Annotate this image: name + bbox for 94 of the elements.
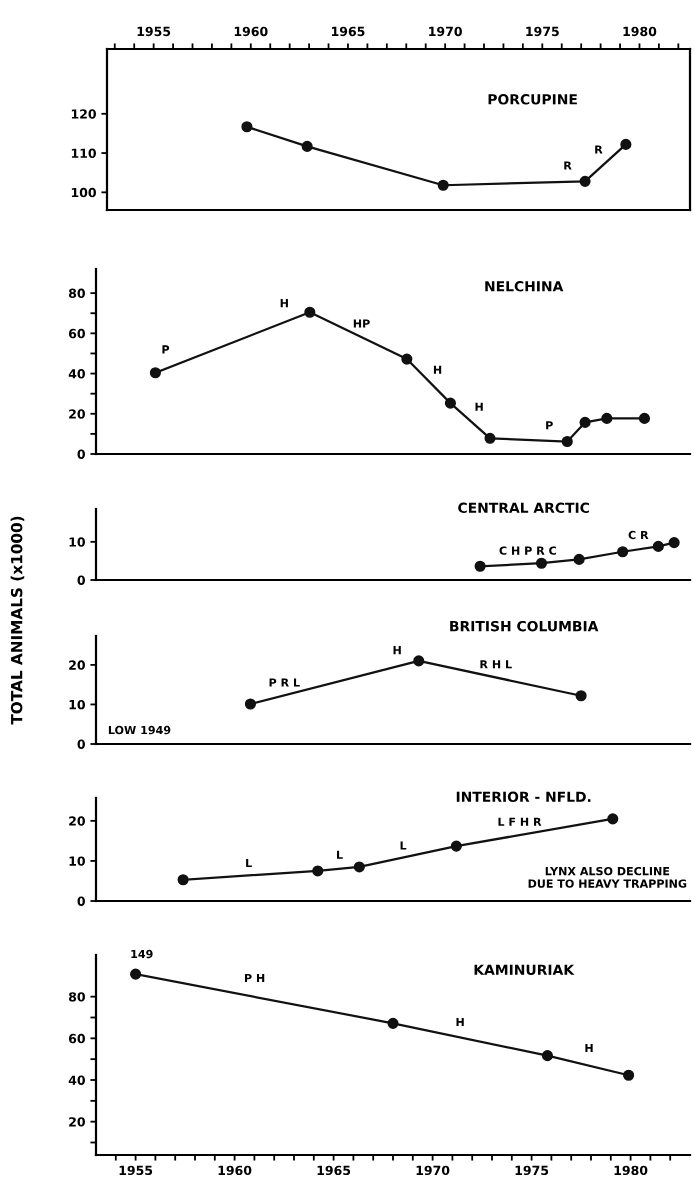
- y-axis-title: TOTAL ANIMALS (x1000): [10, 516, 25, 725]
- y-tick-label: 60: [68, 328, 85, 339]
- point: [413, 655, 425, 667]
- annotation: C H P R C: [499, 546, 557, 555]
- point: [244, 698, 256, 710]
- point: [130, 968, 142, 980]
- point: [561, 435, 573, 448]
- annotation: H: [475, 402, 483, 411]
- x-tick-label: 1960: [234, 26, 268, 37]
- chart-title: BRITISH COLUMBIA: [450, 620, 599, 632]
- point: [652, 540, 664, 552]
- annotation: H: [433, 365, 442, 374]
- point: [387, 1017, 399, 1029]
- annotation: 149: [131, 949, 153, 959]
- point: [573, 553, 585, 565]
- text: PORCUPINE: [488, 94, 577, 105]
- annotation: L F H R: [498, 817, 542, 826]
- point: [177, 874, 189, 886]
- chart-title: CENTRAL ARCTIC: [458, 502, 589, 514]
- annotation: R: [564, 161, 572, 170]
- x-tick-label: 1970: [416, 1165, 450, 1176]
- y-tick-label: 20: [69, 1117, 85, 1127]
- x-tick-label: 1955: [119, 1165, 153, 1176]
- annotation: C R: [628, 530, 649, 540]
- y-tick-label: 0: [77, 575, 85, 585]
- annotation: L: [337, 850, 343, 859]
- text: KAMINURIAK: [474, 964, 575, 976]
- annotation: H: [456, 1017, 464, 1027]
- x-tick-label: 1955: [137, 26, 171, 37]
- y-tick-label: 40: [68, 369, 85, 379]
- x-tick-label: 1975: [526, 26, 559, 37]
- annotation: HP: [353, 319, 370, 328]
- y-tick-label: 10: [69, 537, 85, 547]
- annotation: H: [585, 1043, 593, 1053]
- point: [617, 546, 629, 558]
- annotation: R: [595, 145, 603, 154]
- x-tick-label: 1965: [317, 1165, 351, 1176]
- annotation: P: [546, 421, 553, 430]
- y-tick-label: 10: [69, 699, 85, 710]
- annotation: H: [280, 299, 288, 308]
- point: [601, 412, 613, 424]
- y-tick-label: 20: [69, 660, 85, 670]
- y-tick-label: 40: [68, 1075, 85, 1085]
- point: [304, 306, 316, 318]
- point: [437, 179, 449, 191]
- point: [474, 560, 486, 572]
- chart-title: INTERIOR - NFLD.: [456, 791, 591, 803]
- y-tick-label: 20: [69, 409, 85, 419]
- y-tick-label: 20: [69, 816, 85, 826]
- point: [668, 537, 680, 549]
- point: [301, 140, 313, 152]
- y-tick-label: 0: [77, 449, 85, 459]
- point: [620, 138, 632, 150]
- point: [579, 416, 591, 428]
- annotation: P H: [244, 973, 265, 983]
- point: [623, 1069, 635, 1081]
- y-tick-label: 10: [69, 856, 85, 866]
- point: [312, 865, 324, 877]
- x-tick-label: 1965: [331, 26, 365, 37]
- point: [444, 397, 456, 409]
- point: [579, 175, 591, 187]
- x-tick-label: 1960: [218, 1165, 252, 1176]
- y-tick-label: 100: [71, 187, 96, 198]
- text: NELCHINA: [485, 281, 564, 292]
- point: [149, 367, 161, 379]
- point: [541, 1050, 553, 1062]
- annotation: L: [400, 841, 407, 850]
- y-tick-label: 120: [71, 109, 96, 119]
- x-tick-label: 1980: [614, 1165, 648, 1176]
- annotation: P R L: [269, 678, 300, 687]
- annotation: L: [246, 858, 252, 867]
- annotation: LOW 1949: [108, 725, 171, 735]
- annotation: LYNX ALSO DECLINE DUE TO HEAVY TRAPPING: [528, 866, 687, 888]
- point: [353, 861, 365, 873]
- y-tick-label: 60: [68, 1033, 85, 1044]
- annotation: R H L: [480, 660, 512, 669]
- annotation: H: [393, 646, 401, 655]
- point: [450, 840, 462, 852]
- x-tick-label: 1975: [515, 1165, 549, 1176]
- point: [607, 813, 619, 825]
- point: [638, 412, 651, 424]
- y-tick-label: 80: [68, 288, 85, 299]
- y-tick-label: 0: [77, 896, 85, 906]
- y-tick-label: 110: [71, 148, 96, 158]
- point: [575, 690, 587, 702]
- annotation: P: [162, 345, 170, 354]
- point: [535, 557, 548, 569]
- point: [241, 121, 253, 133]
- y-tick-label: 0: [77, 739, 85, 749]
- x-tick-label: 1970: [429, 26, 462, 37]
- point: [484, 432, 496, 444]
- y-tick-label: 80: [68, 992, 85, 1002]
- x-tick-label: 1980: [623, 26, 657, 37]
- point: [401, 353, 413, 365]
